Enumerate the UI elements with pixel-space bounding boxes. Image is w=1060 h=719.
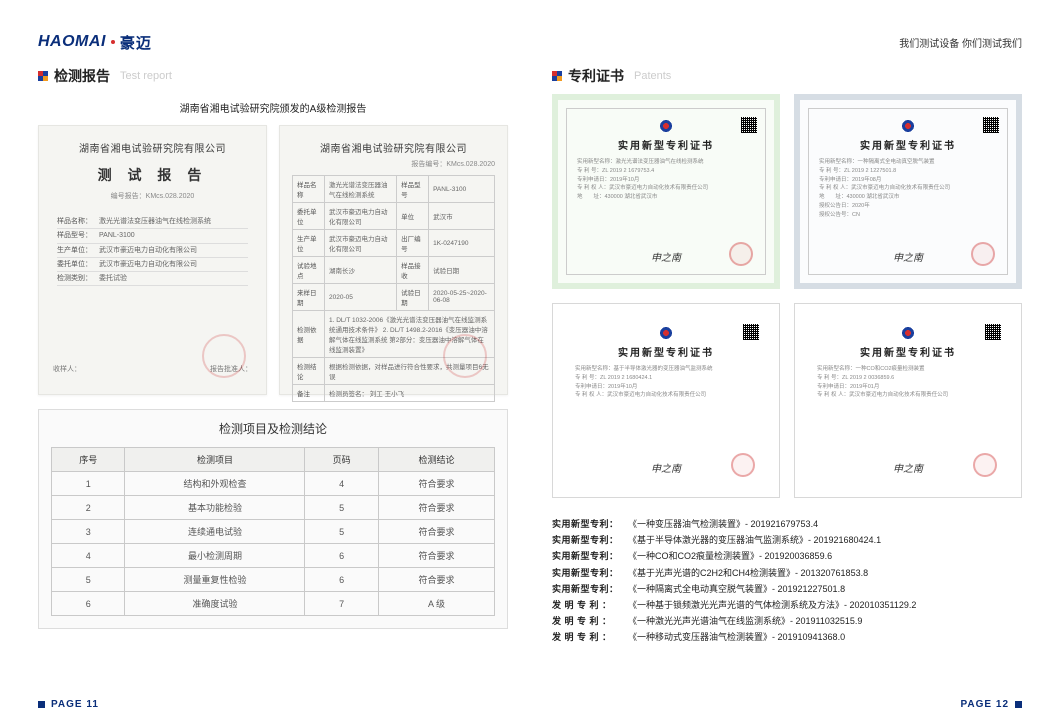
patent-card: 实用新型专利证书实用新型名称：激光光谱法变压器油气在线检测系统专 利 号：ZL … [552, 94, 780, 289]
patent-title: 实用新型专利证书 [577, 137, 755, 152]
patent-grid: 实用新型专利证书实用新型名称：激光光谱法变压器油气在线检测系统专 利 号：ZL … [552, 94, 1022, 498]
report-fields: 样品名称：激光光谱法变压器油气在线检测系统样品型号：PANL-3100生产单位：… [51, 215, 254, 286]
stamp-icon [202, 334, 246, 378]
page-num: PAGE 12 [961, 699, 1010, 710]
report-code: 报告编号：KMcs.028.2020 [292, 159, 495, 169]
section-head-right: 专利证书 Patents [552, 66, 1022, 86]
section-title-cn: 专利证书 [568, 66, 624, 86]
qr-icon [983, 117, 999, 133]
report-cover: 湖南省湘电试验研究院有限公司 测 试 报 告 编号报告：KMcs.028.202… [38, 125, 267, 395]
section-title-en: Test report [120, 70, 172, 82]
patent-list: 实用新型专利：《一种变压器油气检测装置》- 201921679753.4实用新型… [552, 516, 1022, 646]
inst-name: 湖南省湘电试验研究院有限公司 [292, 140, 495, 155]
signature: 申之南 [893, 249, 923, 264]
report-detail: 湖南省湘电试验研究院有限公司 报告编号：KMcs.028.2020 样品名称激光… [279, 125, 508, 395]
slogan: 我们测试设备 你们测试我们 [899, 35, 1022, 50]
right-column: 专利证书 Patents 实用新型专利证书实用新型名称：激光光谱法变压器油气在线… [552, 66, 1022, 691]
report-big-title: 测 试 报 告 [51, 165, 254, 185]
emblem-icon [901, 326, 915, 340]
qr-icon [743, 324, 759, 340]
seal-icon [973, 453, 997, 477]
seal-icon [971, 242, 995, 266]
qr-icon [741, 117, 757, 133]
top-bar: HAOMAI 豪迈 我们测试设备 你们测试我们 [38, 30, 1022, 54]
result-table: 序号检测项目页码检测结论1结构和外观检查4符合要求2基本功能检验5符合要求3连续… [51, 447, 495, 616]
patent-body: 实用新型名称：一种隔离式全电动真空脱气装置专 利 号：ZL 2019 2 122… [819, 158, 997, 228]
emblem-icon [659, 119, 673, 133]
patent-body: 实用新型名称：激光光谱法变压器油气在线检测系统专 利 号：ZL 2019 2 1… [577, 158, 755, 228]
accent-icon [38, 71, 48, 81]
patent-card: 实用新型专利证书实用新型名称：一种CO和CO2痕量检测装置专 利 号：ZL 20… [794, 303, 1022, 498]
patent-title: 实用新型专利证书 [575, 344, 757, 359]
patent-title: 实用新型专利证书 [817, 344, 999, 359]
logo-en: HAOMAI [38, 33, 106, 51]
brochure-spread: HAOMAI 豪迈 我们测试设备 你们测试我们 检测报告 Test report… [0, 0, 1060, 719]
report-code: 编号报告：KMcs.028.2020 [51, 191, 254, 201]
seal-icon [731, 453, 755, 477]
section-title-cn: 检测报告 [54, 66, 110, 86]
footer-l: 收样人： [53, 364, 81, 374]
report-subtitle: 湖南省湘电试验研究院颁发的A级检测报告 [38, 100, 508, 115]
accent-icon [552, 71, 562, 81]
page-left: PAGE 11 [38, 699, 99, 710]
emblem-icon [659, 326, 673, 340]
square-icon [1015, 701, 1022, 708]
emblem-icon [901, 119, 915, 133]
patent-card: 实用新型专利证书实用新型名称：一种隔离式全电动真空脱气装置专 利 号：ZL 20… [794, 94, 1022, 289]
signature: 申之南 [893, 460, 923, 475]
page-num: PAGE 11 [51, 699, 99, 710]
result-title: 检测项目及检测结论 [51, 420, 495, 437]
patent-card: 实用新型专利证书实用新型名称：基于半导体激光器的变压器油气监测系统专 利 号：Z… [552, 303, 780, 498]
inst-name: 湖南省湘电试验研究院有限公司 [51, 140, 254, 155]
square-icon [38, 701, 45, 708]
page-right: PAGE 12 [961, 699, 1023, 710]
seal-icon [729, 242, 753, 266]
section-head-left: 检测报告 Test report [38, 66, 508, 86]
footer: PAGE 11 PAGE 12 [38, 691, 1022, 709]
logo: HAOMAI 豪迈 [38, 32, 152, 53]
section-title-en: Patents [634, 70, 671, 82]
columns: 检测报告 Test report 湖南省湘电试验研究院颁发的A级检测报告 湖南省… [38, 66, 1022, 691]
qr-icon [985, 324, 1001, 340]
result-card: 检测项目及检测结论 序号检测项目页码检测结论1结构和外观检查4符合要求2基本功能… [38, 409, 508, 629]
signature: 申之南 [651, 249, 681, 264]
patent-body: 实用新型名称：基于半导体激光器的变压器油气监测系统专 利 号：ZL 2019 2… [575, 365, 757, 435]
stamp-icon [443, 334, 487, 378]
report-docs: 湖南省湘电试验研究院有限公司 测 试 报 告 编号报告：KMcs.028.202… [38, 125, 508, 395]
signature: 申之南 [651, 460, 681, 475]
patent-title: 实用新型专利证书 [819, 137, 997, 152]
logo-cn: 豪迈 [120, 32, 152, 53]
logo-dot-icon [111, 40, 115, 44]
left-column: 检测报告 Test report 湖南省湘电试验研究院颁发的A级检测报告 湖南省… [38, 66, 508, 691]
patent-body: 实用新型名称：一种CO和CO2痕量检测装置专 利 号：ZL 2019 2 003… [817, 365, 999, 435]
